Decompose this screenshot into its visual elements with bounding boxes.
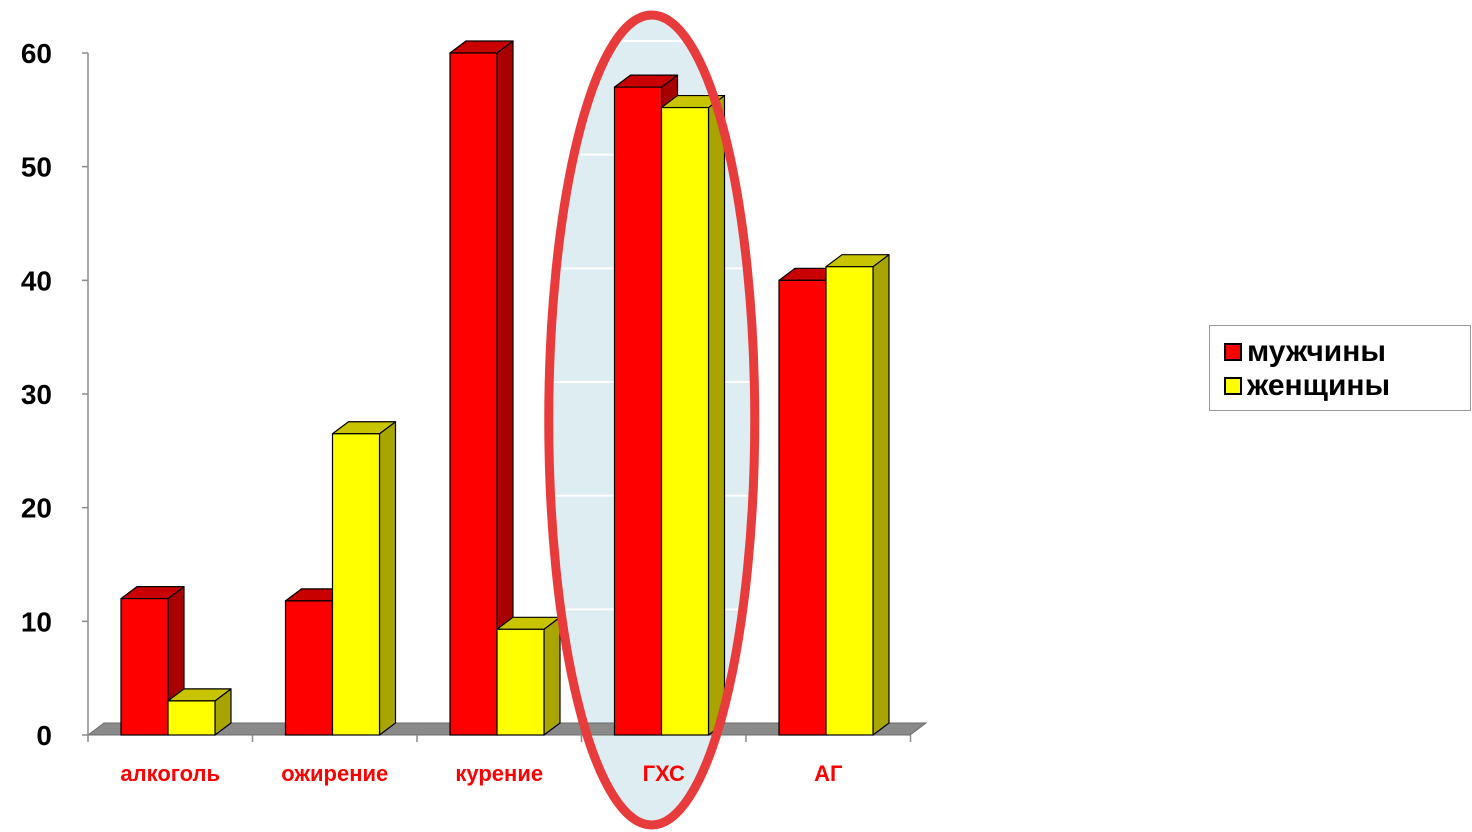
bar: [660, 94, 726, 736]
legend-swatch-men: [1224, 343, 1242, 361]
bar: [331, 421, 397, 736]
legend-swatch-women: [1224, 377, 1242, 395]
legend: мужчины женщины: [1209, 325, 1471, 411]
x-tick-label: курение: [455, 761, 543, 786]
y-tick-label: 60: [21, 38, 52, 69]
legend-label-women: женщины: [1247, 369, 1391, 402]
bar: [825, 254, 890, 736]
bars: [120, 40, 890, 736]
y-tick-label: 20: [21, 493, 52, 524]
y-tick-label: 50: [21, 152, 52, 183]
highlight-ring: [544, 10, 760, 830]
legend-item-women: женщины: [1224, 369, 1390, 403]
y-tick-label: 0: [36, 720, 52, 751]
y-tick-labels: 0 10 20 30 40 50 60: [21, 38, 52, 751]
bar: [120, 585, 185, 736]
y-tick-label: 40: [21, 265, 52, 296]
bar: [167, 688, 232, 736]
x-tick-label: ГХС: [643, 761, 685, 786]
x-tick-labels: алкоголь ожирение курение ГХС АГ: [120, 761, 843, 786]
bar: [449, 40, 514, 736]
y-tick-label: 10: [21, 606, 52, 637]
y-tick-label: 30: [21, 379, 52, 410]
bar: [496, 616, 561, 736]
legend-label-men: мужчины: [1247, 335, 1386, 368]
x-tick-label: ожирение: [281, 761, 388, 786]
legend-item-men: мужчины: [1224, 335, 1386, 369]
x-tick-label: АГ: [814, 761, 843, 786]
y-axis: [82, 52, 912, 742]
x-tick-label: алкоголь: [120, 761, 220, 786]
